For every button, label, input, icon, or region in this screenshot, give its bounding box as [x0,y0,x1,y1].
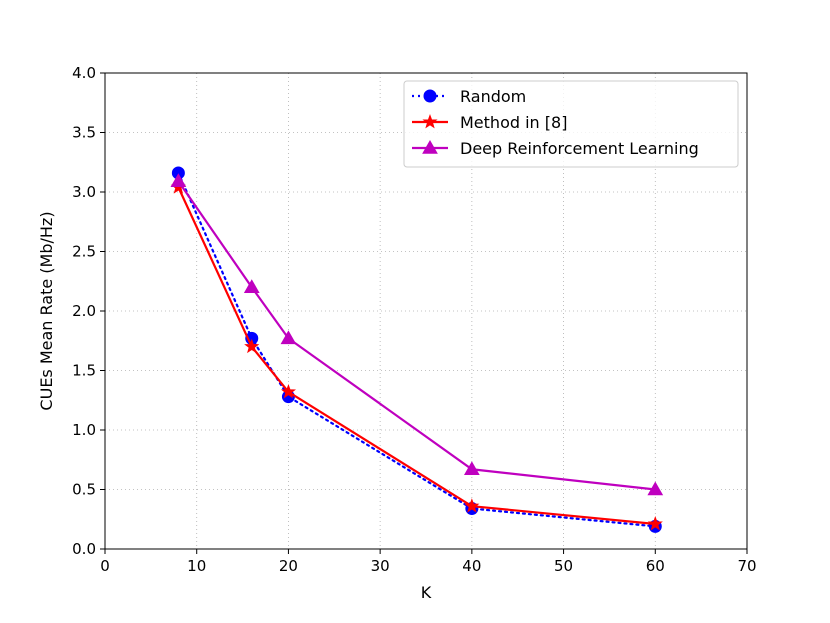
legend-box [403,80,739,168]
legend-label: Method in [8] [460,113,567,132]
x-tick-label: 40 [462,557,481,575]
x-axis-label: K [421,583,432,602]
legend: Random Method in [8] Deep Reinforcement Le… [403,80,739,168]
legend-item: Deep Reinforcement Learning [412,139,699,158]
x-tick-label: 10 [187,557,206,575]
data-point [244,338,260,354]
data-point [647,516,663,531]
data-point [170,173,187,188]
data-point [243,279,260,293]
series-0 [171,166,662,533]
legend-item: Random [412,87,526,106]
x-tick-label: 20 [279,557,298,575]
y-tick-label: 1.5 [72,362,96,380]
y-tick-label: 1.0 [72,421,96,439]
data-point [464,498,480,513]
series-2 [170,173,664,496]
series-1 [170,179,663,531]
x-tick-label: 50 [554,557,573,575]
series-layer [170,166,664,533]
y-tick-label: 0.5 [72,481,96,499]
legend-label: Random [460,87,526,106]
y-tick-label: 2.0 [72,302,96,320]
legend-label: Deep Reinforcement Learning [460,139,699,158]
x-tick-label: 0 [100,557,110,575]
y-tick-label: 3.0 [72,183,96,201]
series-line [177,186,657,526]
y-tick-label: 3.5 [72,124,96,142]
y-tick-label: 2.5 [72,243,96,261]
axis-ticks: 0 10 20 30 40 50 60 70 0.0 0.5 1.0 1.5 2.0 2.5 3.0 3.5 4… [72,64,756,575]
x-tick-label: 60 [646,557,665,575]
data-point [647,481,664,496]
legend-item: Method in [8] [412,113,567,132]
y-tick-label: 4.0 [72,64,96,82]
y-tick-label: 0.0 [72,540,96,558]
y-axis-label: CUEs Mean Rate (Mb/Hz) [37,211,56,410]
x-tick-label: 70 [737,557,756,575]
data-point [463,461,480,476]
legend-marker [423,89,437,103]
legend-marker [422,114,438,129]
data-point [280,330,297,345]
data-point [280,383,296,399]
x-tick-label: 30 [371,557,390,575]
legend-marker [422,139,438,154]
series-line [177,171,657,528]
